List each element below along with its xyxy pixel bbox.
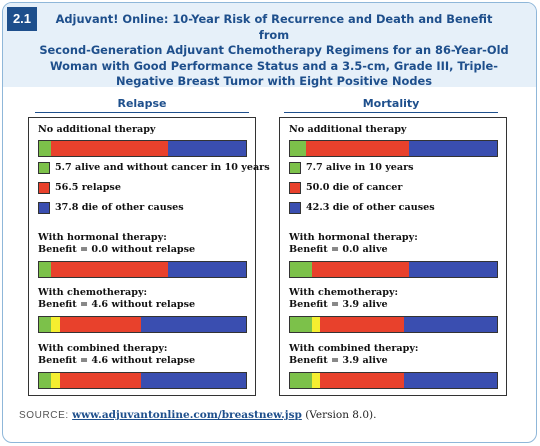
bar-segment-yellow <box>311 373 320 388</box>
therapy-benefit: Benefit = 4.6 without relapse <box>38 355 196 366</box>
therapy-bar <box>289 261 498 278</box>
legend-swatch-green <box>289 162 301 174</box>
bar-segment-green <box>39 317 51 332</box>
source-link[interactable]: www.adjuvantonline.com/breastnew.jsp <box>72 409 302 421</box>
bar-segment-yellow <box>50 317 61 332</box>
therapy-name: With hormonal therapy: <box>38 232 167 243</box>
baseline-bar <box>289 140 498 157</box>
therapy-bar <box>38 316 247 333</box>
bar-segment-red <box>319 373 404 388</box>
bar-segment-blue <box>409 262 497 277</box>
bar-segment-blue <box>409 141 497 156</box>
therapy-benefit: Benefit = 0.0 alive <box>289 244 388 255</box>
therapy-name: With chemotherapy: <box>289 287 399 298</box>
therapy-bar <box>38 261 247 278</box>
title-line: Adjuvant! Online: 10-Year Risk of Recurr… <box>55 12 493 42</box>
figure-number-badge: 2.1 <box>7 7 37 31</box>
bar-segment-blue <box>403 317 497 332</box>
mortality-panel: No additional therapy 7.7 alive in 10 yea… <box>279 117 507 396</box>
figure-header: 2.1 Adjuvant! Online: 10-Year Risk of Re… <box>3 3 536 90</box>
baseline-label: No additional therapy <box>38 124 156 135</box>
legend-swatch-green <box>38 162 50 174</box>
therapy-benefit: Benefit = 3.9 alive <box>289 299 388 310</box>
therapy-benefit: Benefit = 0.0 without relapse <box>38 244 196 255</box>
bar-segment-green <box>39 262 51 277</box>
bar-segment-red <box>50 141 168 156</box>
title-line: Negative Breast Tumor with Eight Positiv… <box>115 74 433 88</box>
source-note: SOURCE: www.adjuvantonline.com/breastnew… <box>19 409 376 421</box>
legend-swatch-red <box>289 182 301 194</box>
bar-segment-red <box>319 317 404 332</box>
bar-segment-green <box>290 141 306 156</box>
bar-segment-yellow <box>311 317 320 332</box>
mortality-column-title: Mortality <box>362 97 420 110</box>
legend-swatch-blue <box>289 202 301 214</box>
therapy-bar <box>38 372 247 389</box>
legend-swatch-blue <box>38 202 50 214</box>
bar-segment-green <box>39 373 51 388</box>
bar-segment-green <box>290 317 312 332</box>
relapse-panel: No additional therapy 5.7 alive and witho… <box>28 117 270 396</box>
legend-label: 50.0 die of cancer <box>306 182 403 193</box>
bar-segment-red <box>60 373 141 388</box>
legend-swatch-red <box>38 182 50 194</box>
source-label: SOURCE: <box>19 410 69 421</box>
bar-segment-red <box>311 262 410 277</box>
bar-segment-red <box>60 317 141 332</box>
source-suffix: (Version 8.0). <box>305 409 377 421</box>
relapse-column-title: Relapse <box>117 97 167 110</box>
therapy-benefit: Benefit = 4.6 without relapse <box>38 299 196 310</box>
bar-segment-red <box>50 262 168 277</box>
therapy-name: With hormonal therapy: <box>289 232 418 243</box>
bar-segment-green <box>39 141 51 156</box>
bar-segment-blue <box>167 262 246 277</box>
mortality-column-rule <box>284 112 498 113</box>
baseline-label: No additional therapy <box>289 124 407 135</box>
bar-segment-blue <box>140 317 246 332</box>
legend-label: 5.7 alive and without cancer in 10 years <box>55 162 270 173</box>
relapse-column-rule <box>35 112 249 113</box>
figure-title: Adjuvant! Online: 10-Year Risk of Recurr… <box>39 12 509 90</box>
bar-segment-green <box>290 262 312 277</box>
title-line: Second-Generation Adjuvant Chemotherapy … <box>39 43 509 57</box>
title-line: Woman with Good Performance Status and a… <box>50 58 498 73</box>
legend-label: 42.3 die of other causes <box>306 202 435 213</box>
therapy-benefit: Benefit = 3.9 alive <box>289 355 388 366</box>
bar-segment-blue <box>403 373 497 388</box>
therapy-bar <box>289 316 498 333</box>
legend-label: 56.5 relapse <box>55 182 121 193</box>
therapy-bar <box>289 372 498 389</box>
bar-segment-red <box>305 141 410 156</box>
legend-label: 7.7 alive in 10 years <box>306 162 414 173</box>
therapy-name: With combined therapy: <box>38 343 168 354</box>
therapy-name: With combined therapy: <box>289 343 419 354</box>
therapy-name: With chemotherapy: <box>38 287 148 298</box>
bar-segment-green <box>290 373 312 388</box>
figure-frame: 2.1 Adjuvant! Online: 10-Year Risk of Re… <box>2 2 537 443</box>
bar-segment-blue <box>167 141 246 156</box>
legend-label: 37.8 die of other causes <box>55 202 184 213</box>
baseline-bar <box>38 140 247 157</box>
bar-segment-blue <box>140 373 246 388</box>
bar-segment-yellow <box>50 373 61 388</box>
